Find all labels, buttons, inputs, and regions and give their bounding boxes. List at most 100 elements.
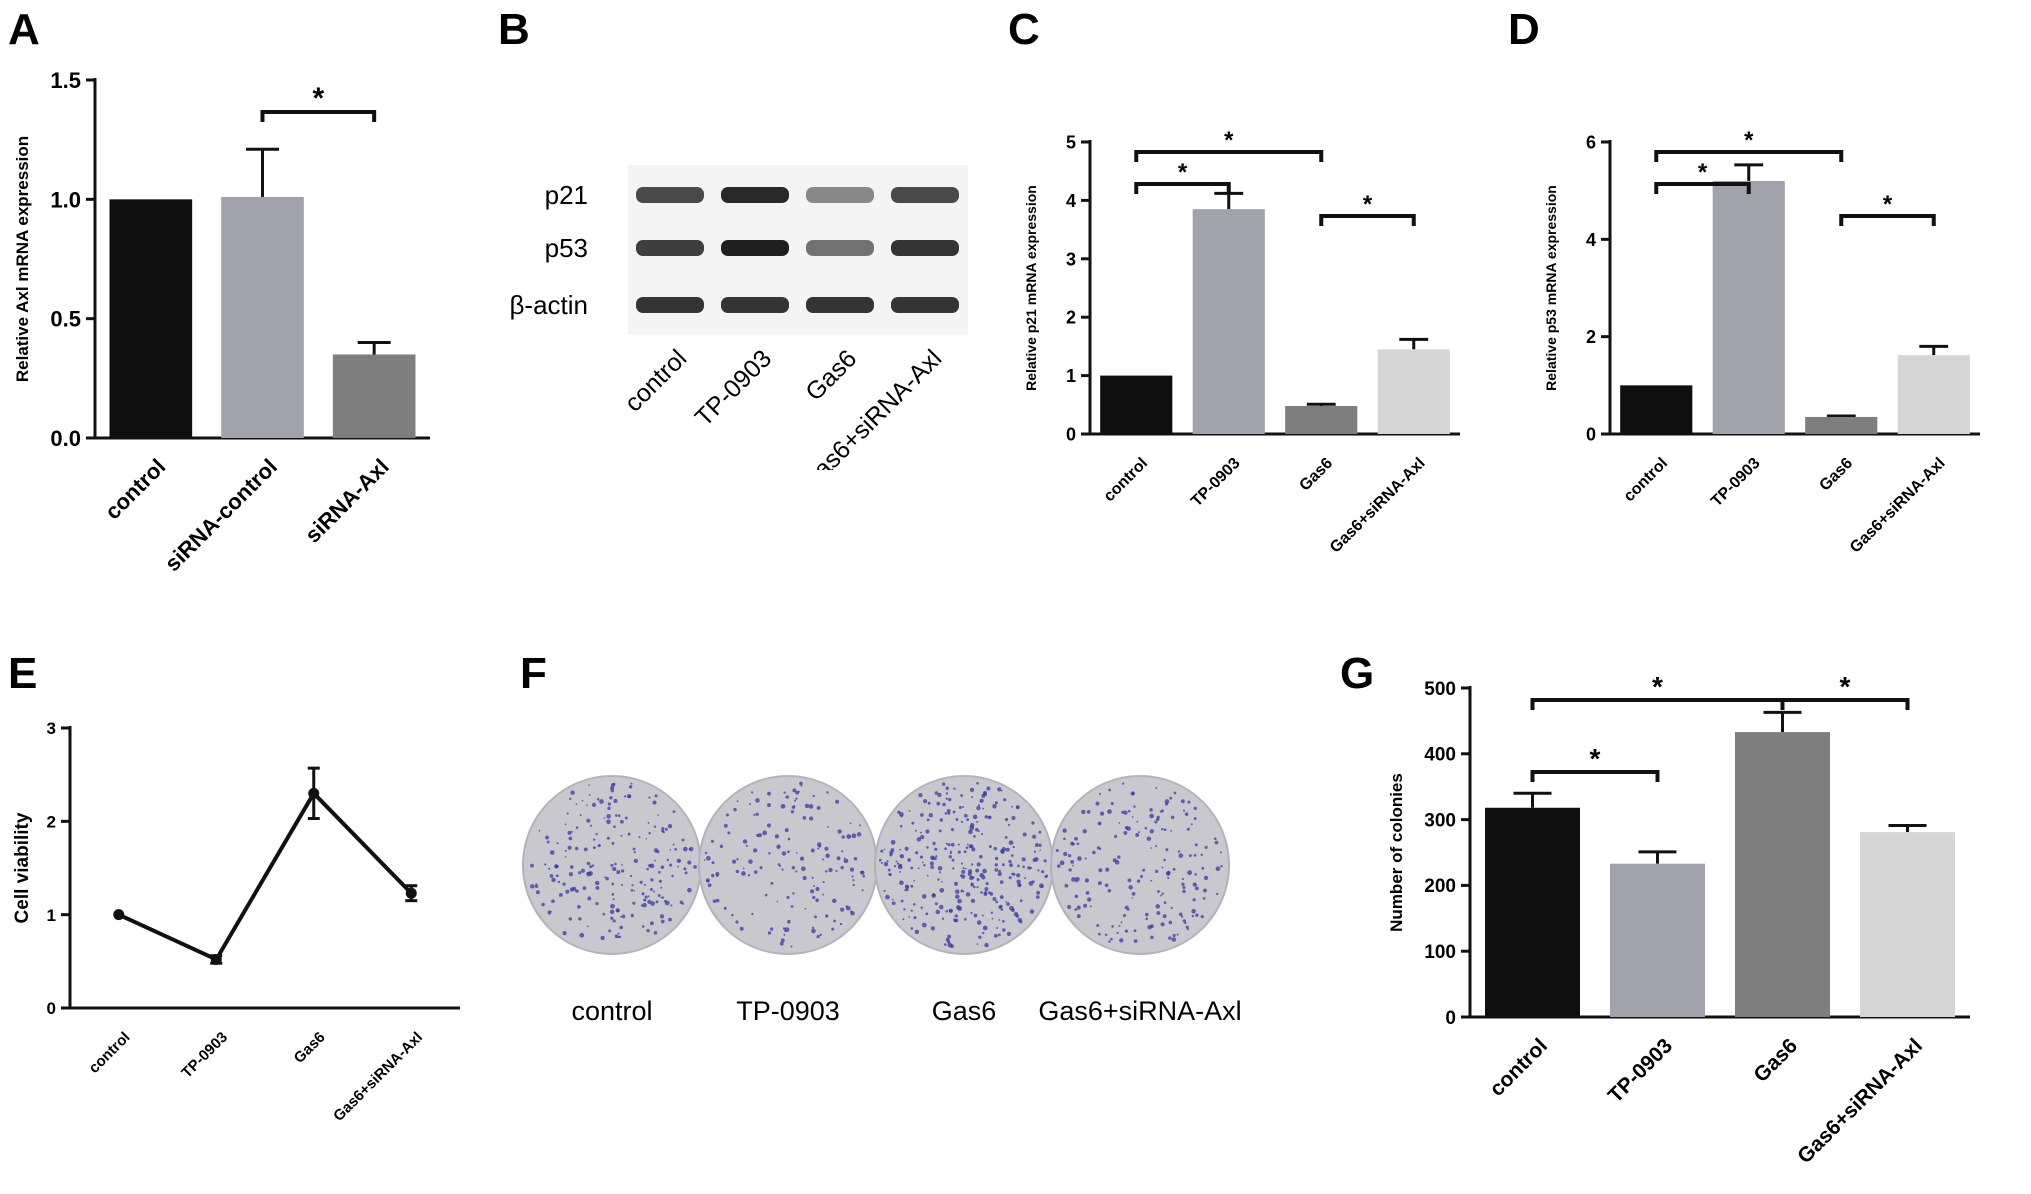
colony-dot: [1155, 845, 1158, 848]
colony-dot: [969, 787, 975, 793]
colony-dot: [1215, 866, 1221, 872]
colony-dot: [843, 858, 849, 864]
colony-dot: [932, 841, 936, 846]
colony-dot: [726, 813, 729, 817]
colony-dot: [994, 856, 999, 861]
x-category-label-a: siRNA-Axl: [300, 454, 394, 548]
bar-c: [1285, 405, 1358, 434]
colony-dot: [653, 848, 659, 853]
colony-dot: [753, 813, 756, 816]
colony-dot: [818, 845, 822, 848]
colony-dot: [1182, 919, 1186, 923]
x-category-label-a: siRNA-control: [160, 454, 282, 576]
colony-dot: [1127, 878, 1132, 883]
blot-band: [636, 240, 704, 256]
colony-dot: [1005, 847, 1010, 852]
colony-dot: [562, 931, 567, 936]
colony-dot: [935, 909, 940, 915]
colony-dot: [672, 843, 675, 846]
colony-dot: [1154, 820, 1158, 824]
colony-dot: [727, 831, 731, 835]
colony-dot: [945, 842, 948, 845]
colony-dot: [581, 799, 584, 802]
colony-dot: [1005, 900, 1007, 903]
colony-dot: [955, 889, 960, 894]
panel-letter-f: F: [520, 649, 547, 698]
colony-dish-label: Gas6+siRNA-Axl: [1038, 996, 1241, 1026]
y-tick-label-e: 1: [47, 906, 56, 925]
colony-dot: [1108, 940, 1111, 943]
colony-dot: [1117, 855, 1121, 859]
colony-dot: [1082, 829, 1087, 834]
colony-dot: [762, 830, 768, 836]
colony-dot: [945, 797, 948, 800]
y-tick-label-g: 0: [1445, 1008, 1456, 1029]
colony-dot: [681, 902, 685, 905]
colony-dot: [783, 791, 786, 794]
colony-dot: [960, 862, 963, 865]
colony-dot: [1122, 913, 1127, 918]
y-axis-label-g: Number of colonies: [1387, 773, 1406, 932]
colony-dot: [923, 799, 928, 804]
colony-dot: [1184, 812, 1189, 816]
colony-dot: [957, 898, 962, 904]
colony-dot: [785, 795, 789, 799]
colony-dot: [1160, 809, 1164, 813]
colony-dot: [953, 918, 955, 920]
colony-dot: [957, 843, 960, 846]
colony-dot: [781, 851, 787, 856]
colony-dot: [564, 823, 567, 826]
colony-dot: [802, 816, 807, 820]
colony-dot: [1018, 883, 1022, 887]
colony-dot: [816, 805, 821, 810]
colony-dot: [832, 898, 837, 904]
colony-dot: [938, 871, 942, 874]
colony-dot: [931, 893, 937, 898]
colony-dot: [929, 861, 934, 866]
colony-dot: [599, 799, 604, 804]
colony-dot: [661, 827, 665, 831]
colony-dot: [904, 846, 909, 851]
x-category-label-g: control: [1485, 1034, 1552, 1101]
colony-dot: [1186, 827, 1190, 831]
colony-dot: [626, 793, 632, 799]
colony-dot: [926, 874, 929, 877]
colony-dot: [683, 846, 688, 852]
colony-dot: [620, 883, 623, 887]
colony-dot: [964, 918, 967, 921]
colony-dot: [1098, 932, 1101, 936]
colony-dot: [978, 804, 981, 807]
colony-dot: [941, 881, 943, 883]
colony-dot: [991, 917, 994, 920]
colony-dot: [759, 866, 763, 870]
colony-dot: [980, 891, 983, 894]
colony-dot: [688, 848, 691, 851]
colony-dot: [1063, 837, 1066, 841]
colony-dot: [961, 869, 966, 875]
colony-dot: [1116, 931, 1119, 935]
significance-star-a: *: [312, 82, 324, 115]
colony-dot: [660, 919, 665, 924]
colony-dot: [1099, 792, 1102, 795]
significance-bracket-d: [1654, 150, 1844, 162]
colony-dot: [1161, 866, 1164, 869]
colony-dot: [545, 835, 549, 840]
chart-e-cell-viability: 0 1 2 3 Cell viability control TP-0903 Gas6 Gas6…: [12, 719, 460, 1125]
significance-bracket-g: [1530, 770, 1660, 782]
colony-dot: [849, 822, 852, 825]
colony-dot: [1068, 868, 1072, 872]
colony-dot: [639, 880, 643, 884]
colony-dot: [753, 870, 758, 874]
colony-dot: [1055, 849, 1059, 853]
colony-dot: [776, 900, 779, 903]
colony-dot: [607, 806, 611, 811]
colony-dot: [666, 858, 670, 862]
colony-dot: [981, 875, 986, 880]
colony-dot: [1096, 924, 1100, 927]
colony-dot: [941, 782, 946, 786]
colony-dot: [880, 861, 883, 865]
colony-dot: [791, 805, 795, 809]
x-category-label-g: Gas6+siRNA-Axl: [1793, 1034, 1927, 1168]
series-line-e: [117, 790, 413, 963]
